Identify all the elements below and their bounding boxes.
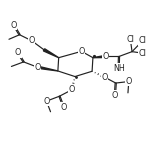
Text: O: O xyxy=(78,47,85,56)
Text: O: O xyxy=(43,97,50,106)
Text: Cl: Cl xyxy=(126,35,134,44)
Polygon shape xyxy=(93,55,106,58)
Polygon shape xyxy=(37,66,58,71)
Text: O: O xyxy=(15,48,21,57)
Text: NH: NH xyxy=(113,64,125,73)
Text: O: O xyxy=(29,36,35,45)
Text: Cl: Cl xyxy=(139,36,147,45)
Text: Cl: Cl xyxy=(139,49,147,58)
Text: O: O xyxy=(34,63,41,72)
Text: O: O xyxy=(11,21,17,30)
Text: O: O xyxy=(112,91,118,100)
Polygon shape xyxy=(43,49,59,58)
Text: O: O xyxy=(101,72,108,82)
Text: O: O xyxy=(102,52,109,61)
Text: O: O xyxy=(68,85,75,94)
Text: O: O xyxy=(60,103,67,112)
Text: O: O xyxy=(126,77,132,86)
